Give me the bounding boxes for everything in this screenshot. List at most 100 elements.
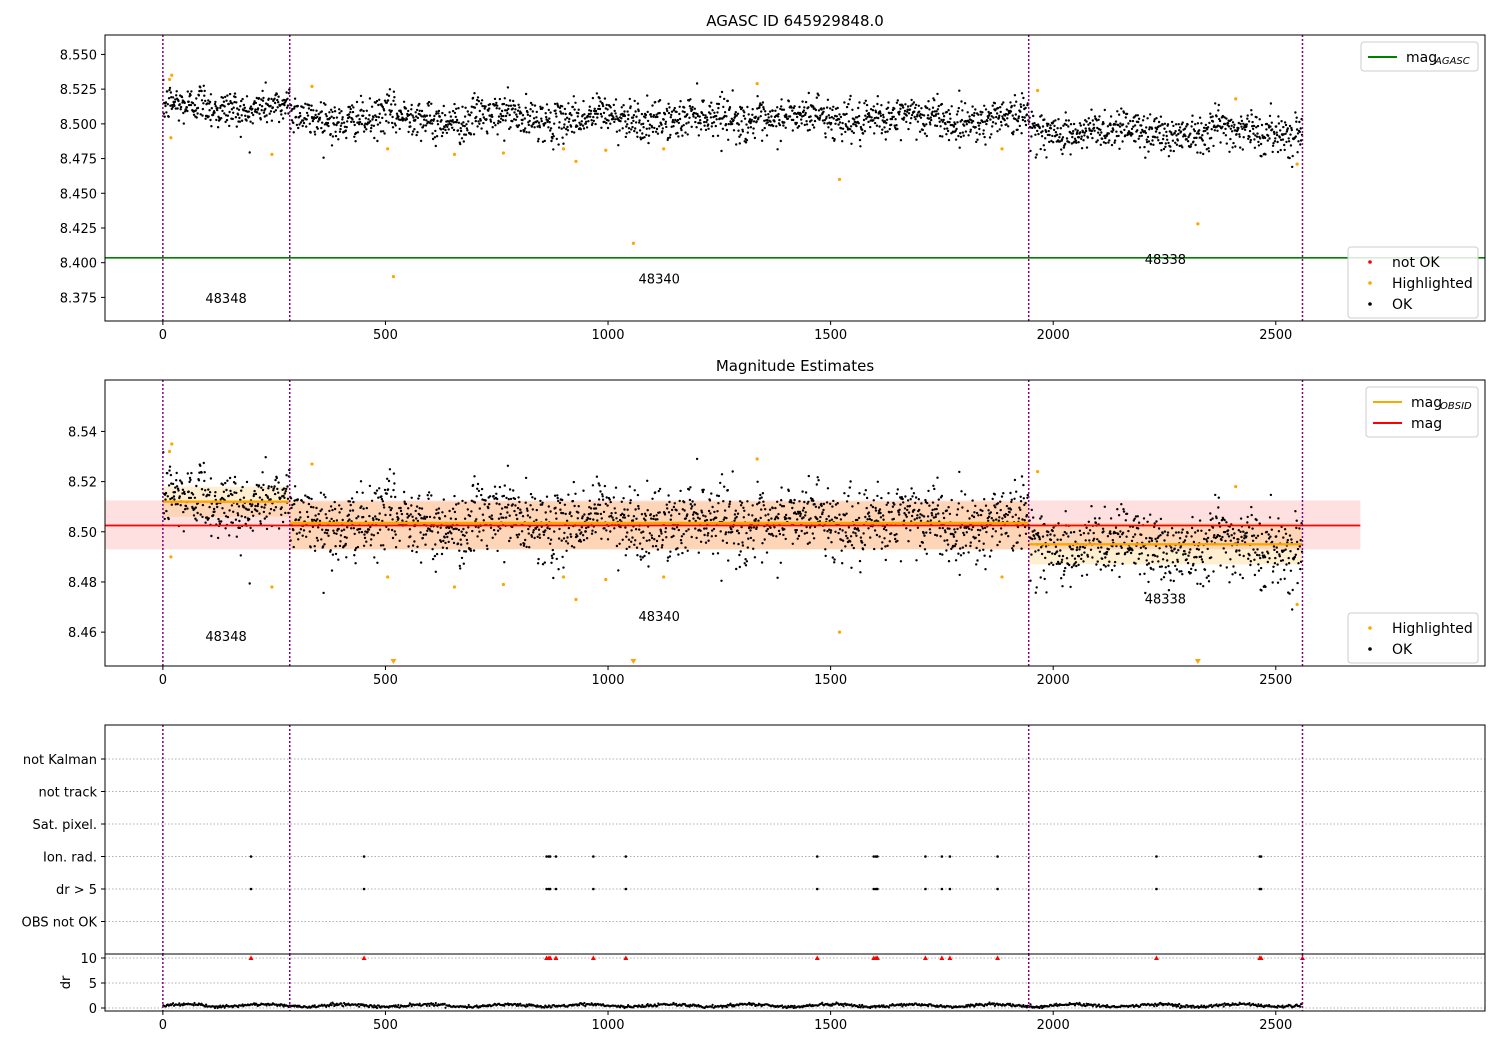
agasc-ok-point [1290,126,1293,130]
magnitude-ok-point [1136,515,1140,518]
agasc-ok-point [679,100,682,103]
magnitude-ok-point [529,504,532,507]
magnitude-ok-point [697,551,700,554]
magnitude-ok-point [895,533,898,536]
magnitude-ok-point [602,510,606,514]
magnitude-ok-point [446,535,449,539]
agasc-ok-point [230,108,234,111]
magnitude-ok-point [498,503,501,506]
agasc-ok-point [745,139,749,142]
magnitude-ok-point [1062,533,1065,537]
magnitude-ok-point [341,518,344,522]
magnitude-ok-point [1058,562,1062,565]
agasc-ok-point [1233,123,1236,127]
agasc-ok-point [1017,117,1020,120]
magnitude-ok-point [761,492,765,495]
agasc-ok-point [252,101,256,105]
agasc-ok-point [724,123,728,126]
agasc-ok-point [615,130,619,133]
agasc-ok-point [1017,115,1021,118]
magnitude-ok-point [1133,533,1137,536]
magnitude-ok-point [499,527,502,530]
agasc-ok-point [623,114,627,118]
agasc-ok-point [629,105,632,108]
agasc-ok-point [835,115,838,118]
magnitude-ok-point [608,498,611,501]
agasc-ok-point [420,109,424,113]
magnitude-ok-point [1060,558,1064,561]
magnitude-ok-point [671,527,674,530]
magnitude-ok-point [305,510,309,514]
agasc-ok-point [947,109,950,112]
magnitude-ok-point [1133,517,1136,520]
agasc-ok-point [795,121,798,125]
magnitude-ok-point [1096,560,1099,563]
magnitude-ok-point [588,499,591,502]
magnitude-ok-point [1019,495,1022,498]
agasc-ok-point [830,128,833,131]
magnitude-ok-point [913,518,916,521]
agasc-ok-point [991,125,994,128]
agasc-ok-point [1186,123,1189,126]
agasc-ok-point [672,125,675,128]
agasc-ok-point [803,123,806,127]
agasc-ok-point [348,115,351,119]
agasc-ok-point [1101,137,1104,140]
agasc-ok-point [661,130,664,133]
magnitude-ok-point [950,498,953,502]
magnitude-ok-point [1163,539,1166,542]
magnitude-ok-point [935,534,939,537]
magnitude-ok-point [845,512,848,515]
agasc-ok-point [914,106,917,110]
agasc-ok-point [1291,165,1294,169]
agasc-ok-point [979,113,983,116]
magnitude-ok-point [1013,497,1016,500]
agasc-ok-point [841,127,845,130]
agasc-ok-point [867,120,870,124]
agasc-y-tick-label: 8.550 [60,48,97,63]
agasc-ok-point [846,126,849,129]
agasc-ok-point [903,109,907,113]
agasc-ok-point [551,132,554,136]
agasc-ok-point [362,130,366,133]
agasc-ok-point [379,130,383,133]
agasc-ok-point [477,100,481,103]
magnitude-ok-point [603,527,606,530]
magnitude-ok-point [878,535,881,538]
agasc-ok-point [1114,120,1118,123]
magnitude-ok-point [1056,538,1059,541]
agasc-ok-point [302,121,306,125]
magnitude-ok-point [1169,571,1172,575]
magnitude-ok-point [774,506,777,510]
agasc-ok-point [588,105,591,108]
magnitude-ok-point [442,498,445,501]
magnitude-ok-point [858,559,862,563]
agasc-ok-point [761,129,764,132]
magnitude-ok-point [1160,565,1164,568]
magnitude-ok-point [1009,491,1012,495]
magnitude-ok-point [780,486,783,489]
magnitude-ok-point [686,549,689,552]
magnitude-ok-point [573,504,576,508]
agasc-ok-point [1202,126,1206,129]
agasc-ok-point [883,126,886,129]
agasc-ok-point [660,123,663,127]
agasc-ok-point [876,102,879,106]
magnitude-ok-point [1014,513,1017,516]
agasc-ok-point [415,108,419,112]
magnitude-ok-point [925,531,928,534]
magnitude-ok-point [491,517,494,521]
magnitude-ok-point [1060,577,1063,580]
agasc-ok-point [206,102,209,105]
agasc-ok-point [544,112,547,115]
magnitude-ok-point [816,476,819,479]
magnitude-ok-point [1065,557,1069,560]
agasc-ok-point [429,122,432,125]
agasc-ok-point [398,127,401,131]
magnitude-ok-point [717,502,720,505]
agasc-ok-point [428,114,432,117]
magnitude-ok-point [280,513,283,516]
magnitude-ok-point [857,502,860,505]
magnitude-ok-point [627,538,631,541]
agasc-ok-point [480,99,484,102]
